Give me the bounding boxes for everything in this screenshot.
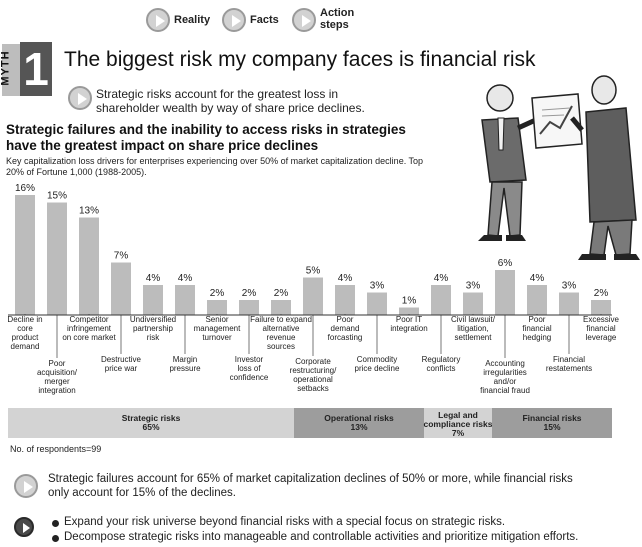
action-bullet-2: [52, 535, 59, 542]
value-label-5: 4%: [146, 273, 161, 284]
value-label-17: 4%: [530, 273, 545, 284]
category-label-8: Investor loss of confidence: [230, 355, 269, 382]
myth-number: 1: [20, 42, 52, 96]
action-steps-nav-label[interactable]: Action steps: [320, 7, 355, 31]
value-label-8: 2%: [242, 288, 257, 299]
bar-3: [79, 217, 99, 315]
value-label-6: 4%: [178, 273, 193, 284]
bar-10: [303, 277, 323, 315]
value-label-13: 1%: [402, 296, 417, 307]
bar-9: [271, 300, 291, 315]
bar-12: [367, 292, 387, 315]
risk-group-band-3: [424, 408, 492, 438]
category-label-17: Poor financial hedging: [522, 315, 552, 342]
category-label-9: Failure to expand alternative revenue sourc…: [250, 315, 312, 351]
businessmen-illustration: [478, 75, 640, 260]
category-label-1: Decline in core product demand: [7, 315, 42, 351]
risk-group-band-2: [294, 408, 424, 438]
category-label-10: Corporate restructuring/operational setbac…: [290, 357, 337, 393]
page-subtitle: Strategic risks account for the greatest…: [96, 87, 365, 115]
facts-nav-button[interactable]: [222, 8, 246, 32]
category-label-7: Senior management turnover: [194, 315, 241, 342]
risk-group-label-1: Strategic risks 65%: [122, 413, 181, 432]
value-label-1: 16%: [15, 183, 35, 194]
bar-6: [175, 285, 195, 315]
risk-group-label-3: Legal and compliance risks 7%: [424, 410, 493, 438]
page-title: The biggest risk my company faces is fin…: [64, 48, 536, 71]
category-label-12: Commodity price decline: [355, 355, 400, 373]
value-label-3: 13%: [79, 206, 99, 217]
action-item-1: Expand your risk universe beyond financi…: [64, 516, 506, 528]
category-label-15: Civil lawsuit/litigation, settlement: [451, 315, 496, 342]
value-label-2: 15%: [47, 191, 67, 202]
value-label-11: 4%: [338, 273, 353, 284]
bar-2: [47, 202, 67, 315]
value-label-15: 3%: [466, 281, 481, 292]
chart-heading: Strategic failures and the inability to …: [6, 122, 406, 153]
finding-play-icon: [14, 474, 38, 498]
value-label-19: 2%: [594, 288, 609, 299]
finding-text: Strategic failures account for 65% of ma…: [48, 473, 573, 499]
value-label-4: 7%: [114, 251, 129, 262]
category-label-13: Poor IT integration: [390, 315, 427, 333]
value-label-16: 6%: [498, 258, 513, 269]
category-label-16: Accounting irregularities and/or financial …: [480, 359, 530, 395]
category-label-6: Margin pressure: [169, 355, 201, 373]
chart-subtitle: Key capitalization loss drivers for ente…: [6, 156, 424, 177]
category-label-11: Poor demand forcasting: [328, 315, 363, 342]
bar-11: [335, 285, 355, 315]
bar-15: [463, 292, 483, 315]
value-label-18: 3%: [562, 281, 577, 292]
bar-14: [431, 285, 451, 315]
action-item-2: Decompose strategic risks into manageabl…: [64, 531, 579, 543]
bar-19: [591, 300, 611, 315]
value-label-9: 2%: [274, 288, 289, 299]
myth-tab: MYTH: [0, 44, 20, 96]
value-label-7: 2%: [210, 288, 225, 299]
value-label-14: 4%: [434, 273, 449, 284]
subtitle-play-icon: [68, 86, 92, 110]
bar-1: [15, 195, 35, 315]
bar-18: [559, 292, 579, 315]
value-label-10: 5%: [306, 266, 321, 277]
risk-group-label-4: Financial risks 15%: [522, 413, 581, 432]
risk-group-band-4: [492, 408, 612, 438]
bar-7: [207, 300, 227, 315]
category-label-4: Destructive price war: [101, 355, 142, 373]
category-label-5: Undiversified partnership risk: [130, 315, 176, 342]
category-label-18: Financial restatements: [546, 355, 592, 373]
respondents-note: No. of respondents=99: [10, 444, 102, 454]
bar-16: [495, 270, 515, 315]
category-label-19: Excessive financial leverage: [583, 315, 620, 342]
facts-nav-label[interactable]: Facts: [250, 14, 279, 26]
myth-tab-label: MYTH: [0, 50, 12, 86]
category-label-2: Poor acquisition/merger integration: [37, 359, 78, 395]
action-bullet-1: [52, 520, 59, 527]
bar-17: [527, 285, 547, 315]
risk-bar-chart: Strategic risks 65% Operational risks 13% Le…: [7, 183, 620, 438]
bar-5: [143, 285, 163, 315]
action-play-icon: [14, 517, 34, 537]
bar-4: [111, 262, 131, 315]
reality-nav-label[interactable]: Reality: [174, 14, 211, 26]
risk-group-label-2: Operational risks 13%: [324, 413, 394, 432]
reality-nav-button[interactable]: [146, 8, 170, 32]
category-label-14: Regulatory conflicts: [422, 355, 461, 373]
action-steps-nav-button[interactable]: [292, 8, 316, 32]
category-label-3: Competitor infringement on core market: [62, 315, 116, 342]
risk-group-band-1: [8, 408, 294, 438]
bar-8: [239, 300, 259, 315]
value-label-12: 3%: [370, 281, 385, 292]
bar-13: [399, 307, 419, 315]
